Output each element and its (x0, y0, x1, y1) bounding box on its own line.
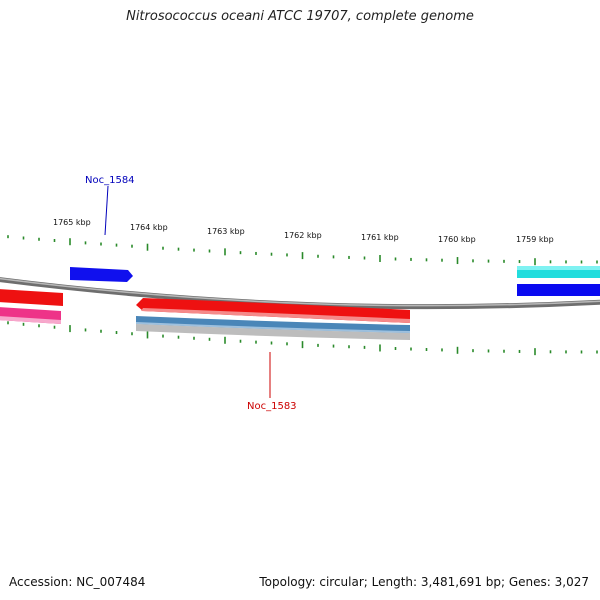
noc-1584-leader-line (104, 185, 109, 236)
gene-noc-1583-shade (141, 308, 410, 323)
genome-backbone (0, 277, 600, 310)
genome-summary-text: Topology: circular; Length: 3,481,691 bp… (259, 575, 589, 589)
tick-label-1764: 1764 kbp (130, 223, 168, 232)
tick-labels: 1765 kbp 1764 kbp 1763 kbp 1762 kbp 1761… (53, 218, 554, 244)
blue-feature-bar[interactable] (517, 284, 600, 296)
genome-backbone-highlight (0, 277, 600, 307)
grey-feature-bar[interactable] (136, 324, 410, 340)
tick-label-1765: 1765 kbp (53, 218, 91, 227)
steel-feature-shade (136, 322, 410, 333)
pink-feature-left-shade (0, 316, 61, 324)
tick-label-1763: 1763 kbp (207, 227, 245, 236)
accession-text: Accession: NC_007484 (9, 575, 146, 589)
tick-label-1762: 1762 kbp (284, 231, 322, 240)
red-feature-left[interactable] (0, 289, 63, 306)
inner-tick-ring (7, 321, 598, 356)
tick-label-1761: 1761 kbp (361, 233, 399, 242)
map-title: Nitrosococcus oceani ATCC 19707, complet… (126, 9, 474, 24)
cyan-feature-highlight (517, 266, 600, 270)
gene-label-noc-1583[interactable]: Noc_1583 (247, 401, 297, 412)
steel-feature-bar[interactable] (136, 316, 410, 333)
gene-label-noc-1584[interactable]: Noc_1584 (85, 175, 135, 186)
gene-noc-1584-arrow[interactable] (70, 267, 133, 282)
tick-label-1759: 1759 kbp (516, 235, 554, 244)
tick-label-1760: 1760 kbp (438, 235, 476, 244)
outer-tick-ring (7, 235, 598, 266)
